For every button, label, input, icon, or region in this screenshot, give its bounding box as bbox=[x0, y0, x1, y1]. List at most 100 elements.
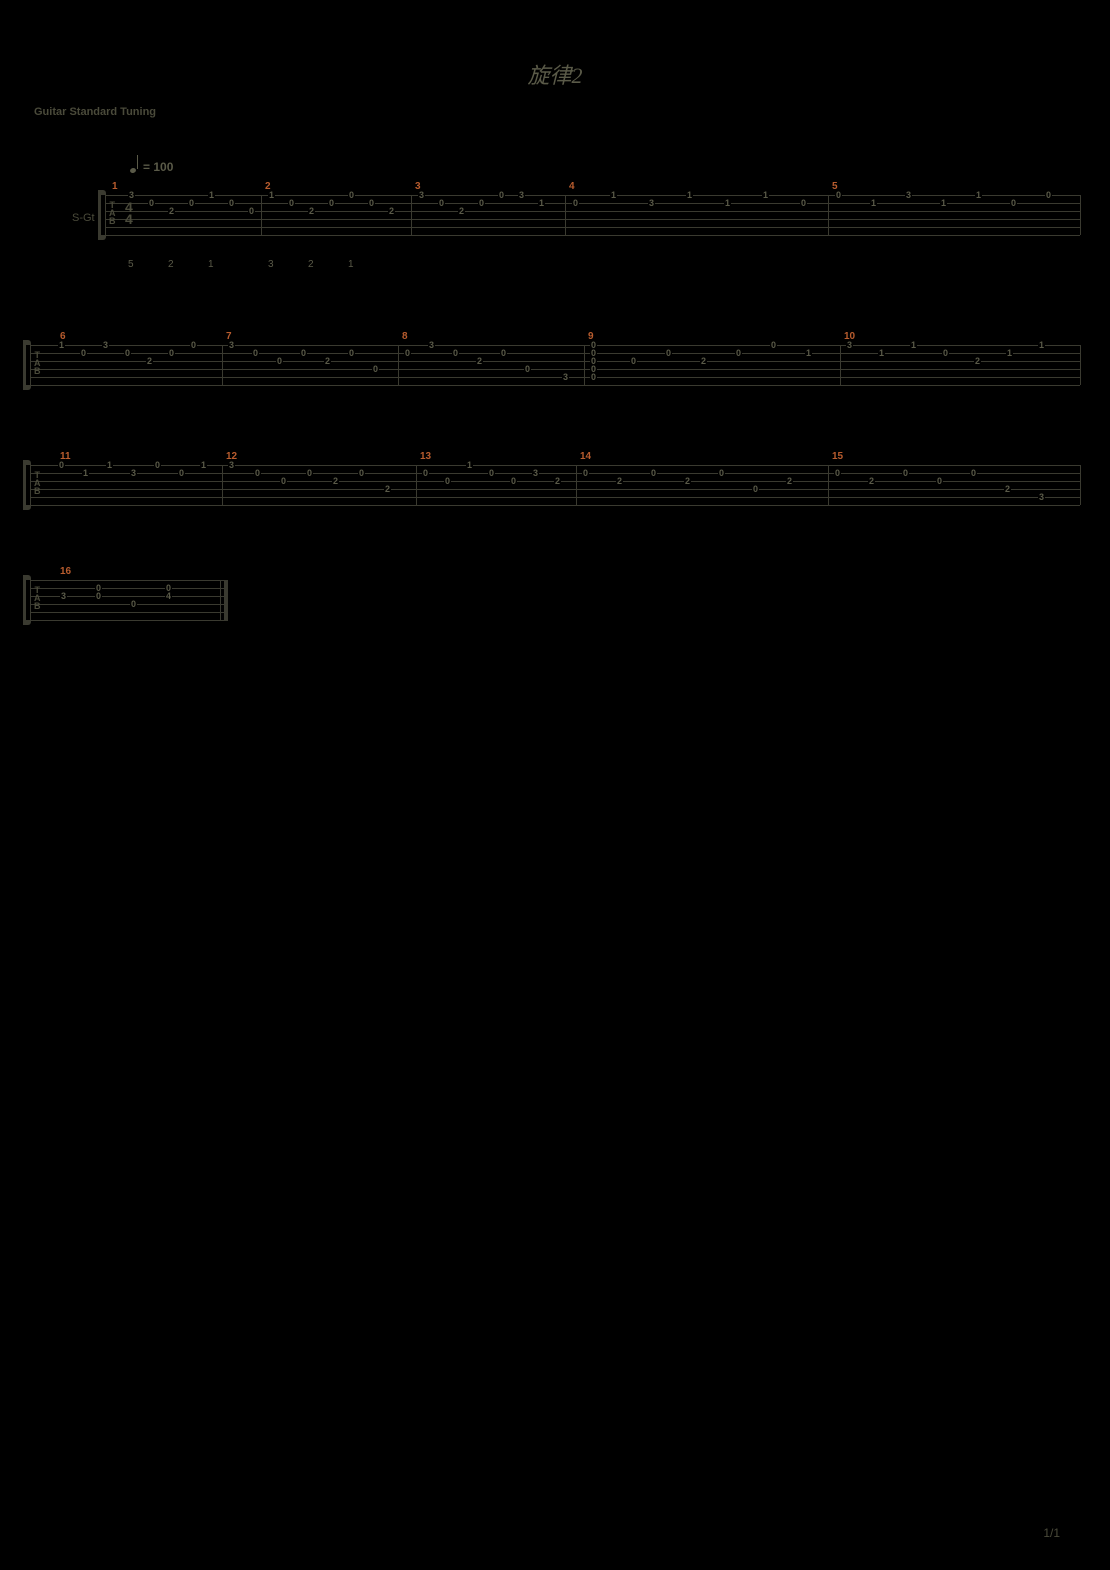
fret-number: 3 bbox=[532, 469, 539, 477]
measure-number: 14 bbox=[580, 451, 591, 462]
fret-number: 1 bbox=[200, 461, 207, 469]
staff-line bbox=[105, 203, 1080, 204]
fret-number: 0 bbox=[582, 469, 589, 477]
barline bbox=[828, 465, 829, 505]
fret-number: 1 bbox=[106, 461, 113, 469]
fret-number: 1 bbox=[1006, 349, 1013, 357]
measure-number: 4 bbox=[569, 181, 575, 192]
barline bbox=[398, 345, 399, 385]
fret-number: 2 bbox=[146, 357, 153, 365]
fret-number: 1 bbox=[878, 349, 885, 357]
staff-line bbox=[30, 361, 1080, 362]
fret-number: 0 bbox=[124, 349, 131, 357]
fret-number: 0 bbox=[498, 191, 505, 199]
system-bracket bbox=[23, 580, 26, 620]
fret-number: 1 bbox=[762, 191, 769, 199]
fret-number: 3 bbox=[130, 469, 137, 477]
fingering-number: 3 bbox=[268, 259, 274, 270]
staff-line bbox=[30, 588, 228, 589]
fret-number: 2 bbox=[974, 357, 981, 365]
staff-line bbox=[30, 497, 1080, 498]
fret-number: 0 bbox=[254, 469, 261, 477]
fret-number: 0 bbox=[252, 349, 259, 357]
fret-number: 2 bbox=[458, 207, 465, 215]
fret-number: 1 bbox=[686, 191, 693, 199]
tempo-value: = 100 bbox=[143, 160, 173, 174]
fret-number: 2 bbox=[616, 477, 623, 485]
tab-clef: TAB bbox=[34, 586, 41, 610]
fret-number: 0 bbox=[404, 349, 411, 357]
fret-number: 1 bbox=[724, 199, 731, 207]
fret-number: 1 bbox=[466, 461, 473, 469]
barline bbox=[840, 345, 841, 385]
fret-number: 0 bbox=[130, 600, 137, 608]
fret-number: 3 bbox=[846, 341, 853, 349]
tab-clef: TAB bbox=[34, 471, 41, 495]
fret-number: 0 bbox=[148, 199, 155, 207]
barline bbox=[565, 195, 566, 235]
fret-number: 0 bbox=[1010, 199, 1017, 207]
fret-number: 1 bbox=[268, 191, 275, 199]
barline bbox=[576, 465, 577, 505]
fret-number: 1 bbox=[208, 191, 215, 199]
fret-number: 1 bbox=[1038, 341, 1045, 349]
measure-number: 16 bbox=[60, 566, 71, 577]
fret-number: 0 bbox=[168, 349, 175, 357]
fret-number: 0 bbox=[288, 199, 295, 207]
fret-number: 2 bbox=[700, 357, 707, 365]
fret-number: 0 bbox=[438, 199, 445, 207]
measure-number: 8 bbox=[402, 331, 408, 342]
fret-number: 3 bbox=[518, 191, 525, 199]
barline bbox=[828, 195, 829, 235]
fret-number: 2 bbox=[168, 207, 175, 215]
fret-number: 0 bbox=[936, 477, 943, 485]
fret-number: 0 bbox=[718, 469, 725, 477]
fret-number: 0 bbox=[770, 341, 777, 349]
tuning-label: Guitar Standard Tuning bbox=[34, 106, 156, 118]
fret-number: 0 bbox=[178, 469, 185, 477]
staff-line bbox=[105, 227, 1080, 228]
staff-line bbox=[30, 353, 1080, 354]
fret-number: 3 bbox=[905, 191, 912, 199]
fret-number: 0 bbox=[452, 349, 459, 357]
staff-line bbox=[30, 612, 228, 613]
fret-number: 2 bbox=[476, 357, 483, 365]
fret-number: 0 bbox=[942, 349, 949, 357]
staff-line bbox=[30, 369, 1080, 370]
fret-number: 3 bbox=[60, 592, 67, 600]
quarter-note-icon bbox=[128, 155, 140, 171]
fret-number: 0 bbox=[358, 469, 365, 477]
fret-number: 0 bbox=[524, 365, 531, 373]
fret-number: 3 bbox=[128, 191, 135, 199]
fret-number: 0 bbox=[154, 461, 161, 469]
fret-number: 0 bbox=[190, 341, 197, 349]
fret-number: 0 bbox=[510, 477, 517, 485]
tab-clef: TAB bbox=[34, 351, 41, 375]
staff-line bbox=[30, 473, 1080, 474]
fret-number: 0 bbox=[665, 349, 672, 357]
staff-line bbox=[30, 489, 1080, 490]
fret-number: 0 bbox=[478, 199, 485, 207]
barline bbox=[1080, 465, 1081, 505]
fret-number: 0 bbox=[650, 469, 657, 477]
system-bracket bbox=[23, 465, 26, 505]
fret-number: 3 bbox=[418, 191, 425, 199]
system-bracket bbox=[23, 345, 26, 385]
fret-number: 0 bbox=[95, 592, 102, 600]
fret-number: 1 bbox=[910, 341, 917, 349]
fret-number: 3 bbox=[102, 341, 109, 349]
barline bbox=[416, 465, 417, 505]
barline bbox=[222, 465, 223, 505]
staff-line bbox=[30, 345, 1080, 346]
staff-line bbox=[30, 580, 228, 581]
fingering-number: 2 bbox=[308, 259, 314, 270]
fret-number: 0 bbox=[970, 469, 977, 477]
staff-line bbox=[30, 505, 1080, 506]
fret-number: 2 bbox=[384, 485, 391, 493]
fret-number: 0 bbox=[630, 357, 637, 365]
fret-number: 2 bbox=[388, 207, 395, 215]
fret-number: 4 bbox=[165, 592, 172, 600]
barline bbox=[30, 465, 31, 505]
fret-number: 0 bbox=[835, 191, 842, 199]
fingering-number: 1 bbox=[348, 259, 354, 270]
